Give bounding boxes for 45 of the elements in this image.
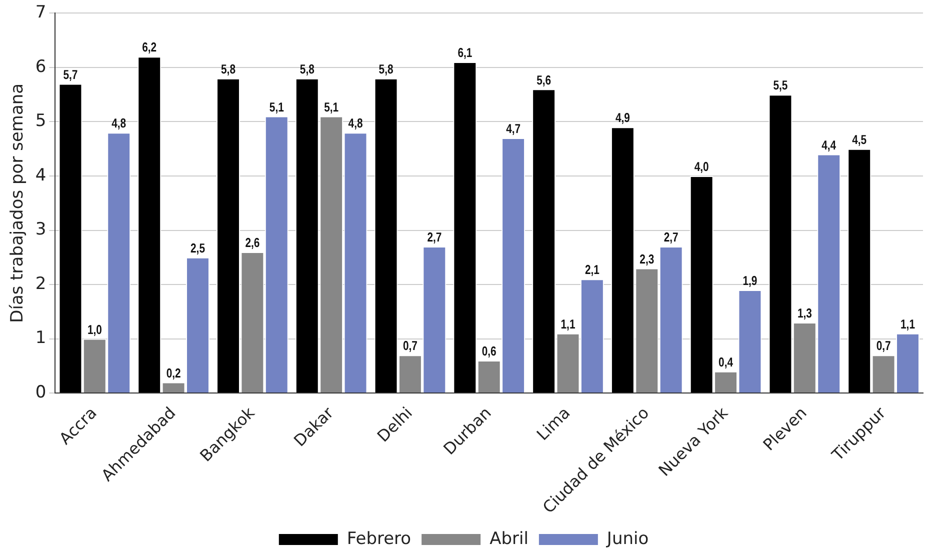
data-label: 4,7 [506, 122, 521, 136]
data-label: 4,8 [348, 116, 364, 131]
data-label: 0,7 [402, 339, 418, 354]
data-label: 2,5 [190, 241, 206, 256]
legend-label: Abril [490, 528, 528, 549]
data-label: 5,6 [536, 73, 552, 88]
data-label: 5,1 [324, 100, 339, 115]
y-tick-label: 1 [35, 328, 46, 348]
y-axis-title: Días trabajados por semana [8, 83, 28, 323]
data-label: 2,3 [640, 252, 655, 267]
data-label: 2,6 [245, 236, 260, 250]
y-tick-label: 5 [35, 111, 46, 132]
legend-label: Febrero [346, 528, 412, 549]
data-label: 4,5 [852, 132, 867, 148]
data-label: 5,8 [221, 62, 236, 77]
data-label: 5,1 [269, 100, 284, 115]
data-label: 1,1 [560, 317, 576, 332]
y-tick-label: 4 [35, 165, 46, 186]
data-label: 2,1 [584, 263, 600, 278]
data-label: 1,0 [87, 322, 102, 338]
data-label: 5,8 [300, 62, 315, 77]
y-tick-label: 7 [35, 2, 46, 23]
data-label: 4,9 [615, 111, 630, 126]
data-label: 1,3 [797, 306, 812, 321]
legend-label: Junio [606, 528, 649, 549]
data-label: 6,2 [142, 40, 157, 56]
data-label: 1,1 [900, 317, 916, 332]
data-label: 0,4 [718, 355, 734, 370]
data-label: 6,1 [458, 46, 473, 60]
y-tick-label: 6 [35, 56, 46, 77]
data-label: 4,0 [694, 160, 710, 174]
y-tick-label: 2 [35, 274, 46, 294]
y-tick-label: 3 [35, 220, 46, 240]
data-label: 1,9 [742, 274, 758, 288]
data-label: 2,7 [664, 230, 679, 245]
data-label: 0,2 [166, 366, 182, 381]
data-label: 5,5 [773, 78, 788, 93]
data-label: 4,4 [822, 138, 836, 153]
data-label: 0,7 [876, 339, 892, 354]
data-label: 0,6 [482, 344, 497, 359]
data-label: 4,8 [112, 116, 126, 131]
data-label: 5,8 [378, 62, 394, 77]
y-tick-label: 0 [35, 382, 46, 402]
data-label: 2,7 [427, 230, 442, 245]
data-label: 5,7 [63, 68, 78, 82]
